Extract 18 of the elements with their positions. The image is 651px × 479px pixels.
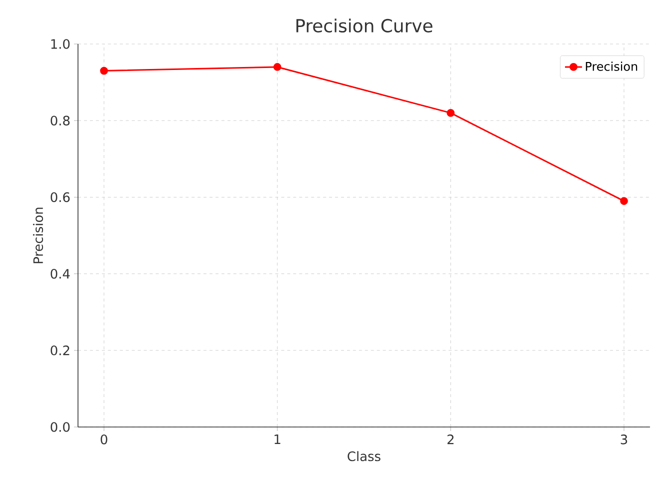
point — [273, 63, 282, 71]
point — [446, 109, 455, 117]
x-tick-label: 0 — [100, 434, 108, 444]
x-tick-label: 3 — [620, 434, 628, 444]
chart-title: Precision Curve — [296, 18, 432, 32]
legend-label: Precision — [586, 62, 638, 71]
x-axis-title: Class — [348, 451, 380, 462]
y-tick-label: 0.2 — [50, 346, 70, 356]
x-tick-label: 1 — [274, 434, 280, 444]
y-tick-label: 0.8 — [50, 116, 70, 126]
y-tick-label: 0.6 — [50, 192, 70, 202]
point — [100, 66, 108, 75]
y-tick-label: 1.0 — [51, 39, 70, 49]
y-tick-label: 0.4 — [50, 268, 70, 279]
point — [620, 197, 628, 205]
y-tick-label: 0.0 — [50, 422, 70, 432]
y-axis-title: Precision — [33, 208, 44, 264]
x-tick-label: 2 — [448, 434, 454, 444]
